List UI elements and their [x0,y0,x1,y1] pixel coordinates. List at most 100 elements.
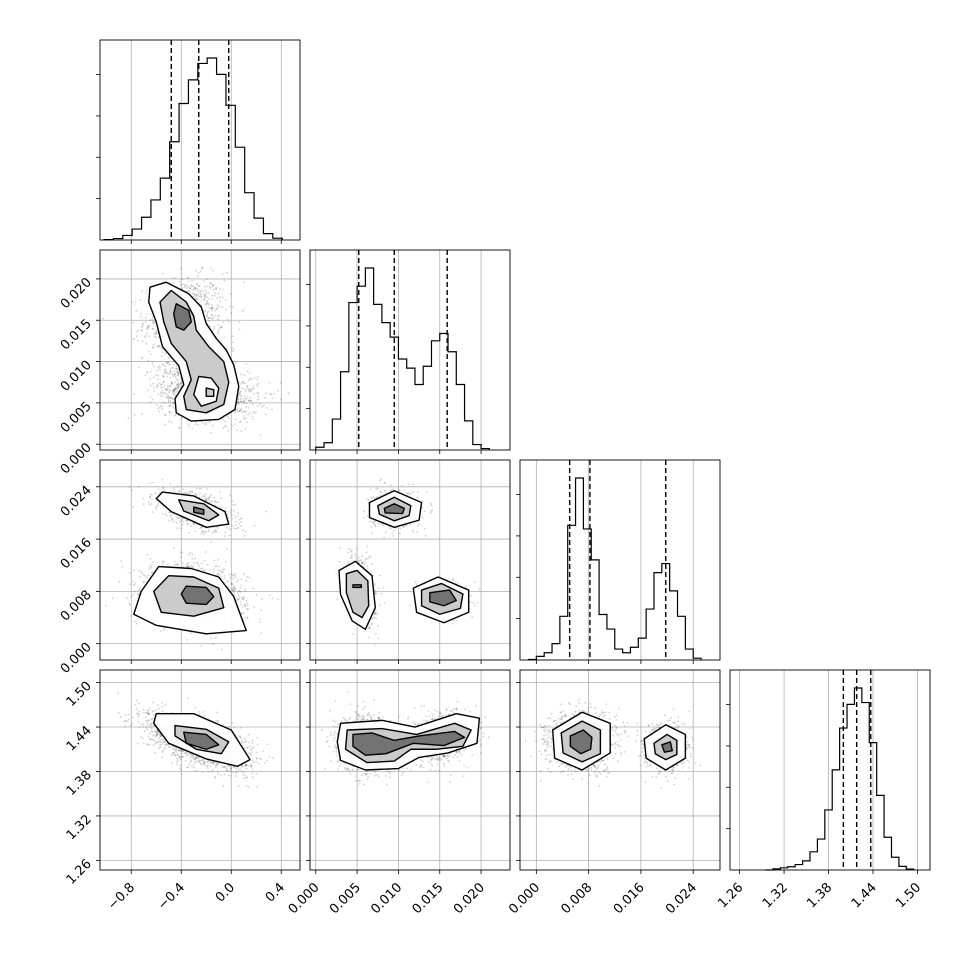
scatter-point [163,413,166,416]
scatter-point [196,563,199,565]
scatter-point [215,711,218,714]
scatter-point [193,293,196,296]
scatter-point [240,397,242,400]
scatter-point [153,321,155,324]
scatter-point [205,530,208,533]
scatter-point [192,285,195,288]
scatter-point [195,494,198,497]
scatter-point [181,278,183,280]
scatter-point [146,711,148,714]
scatter-point [121,566,124,569]
scatter-point [207,497,210,499]
scatter-point [172,367,174,370]
scatter-point [203,496,206,498]
scatter-point [213,761,216,764]
scatter-point [152,701,155,704]
scatter-point [208,320,211,323]
scatter-point [211,531,214,534]
scatter-point [224,299,227,302]
scatter-point [212,269,214,272]
scatter-point [191,490,194,493]
scatter-point [162,486,165,489]
scatter-point [265,392,268,395]
scatter-point [247,379,250,381]
scatter-point [233,349,235,351]
scatter-point [240,400,243,403]
scatter-point [239,768,242,771]
scatter-point [210,637,212,640]
scatter-point [171,754,173,757]
scatter-point [220,774,222,777]
scatter-point [160,630,162,632]
scatter-point [164,746,166,749]
scatter-point [151,710,154,713]
scatter-point [175,522,178,524]
scatter-point [206,312,209,315]
scatter-point [242,381,245,383]
scatter-point [186,519,188,522]
scatter-point [162,375,165,378]
scatter-point [132,584,135,587]
scatter-point [163,488,166,491]
scatter-point [159,394,162,397]
scatter-point [195,293,198,296]
scatter-point [239,398,241,401]
scatter-point [162,363,165,366]
scatter-point [191,557,194,560]
scatter-point [153,322,156,324]
scatter-point [245,405,248,408]
scatter-point [210,316,213,319]
scatter-point [148,325,150,328]
scatter-point [207,317,209,320]
scatter-point [259,758,262,760]
scatter-point [167,363,170,365]
scatter-point [244,417,247,420]
scatter-point [176,369,178,372]
scatter-point [248,389,251,391]
scatter-point [206,315,208,318]
scatter-point [155,329,157,332]
scatter-point [172,398,174,401]
scatter-point [128,571,131,574]
scatter-point [237,594,240,597]
scatter-point [206,296,209,299]
scatter-point [172,374,175,377]
scatter-point [240,590,242,593]
scatter-point [173,393,176,395]
scatter-point [248,411,251,414]
scatter-point [151,363,154,366]
scatter-point [214,292,216,294]
scatter-point [137,485,140,488]
scatter-point [163,384,166,387]
scatter-point [201,771,204,773]
scatter-point [141,572,144,575]
scatter-point [165,514,168,517]
scatter-point [192,522,195,525]
scatter-point [150,370,152,373]
scatter-point [196,487,199,490]
scatter-point [145,342,148,345]
scatter-point [149,401,152,404]
scatter-point [149,495,151,498]
scatter-point [240,373,242,376]
scatter-point [147,719,150,722]
scatter-point [204,309,206,312]
scatter-point [221,288,224,291]
scatter-point [177,563,179,566]
scatter-point [206,302,209,305]
scatter-point [217,318,219,320]
scatter-point [162,374,164,377]
scatter-point [169,404,171,407]
scatter-point [153,365,156,368]
scatter-point [200,644,203,647]
scatter-point [169,357,172,360]
scatter-point [238,401,241,404]
scatter-point [158,740,160,743]
scatter-point [255,383,258,386]
scatter-point [194,493,197,495]
scatter-point [191,427,194,430]
scatter-point [211,285,214,288]
scatter-point [237,410,240,413]
scatter-point [190,283,193,286]
scatter-point [184,283,187,286]
